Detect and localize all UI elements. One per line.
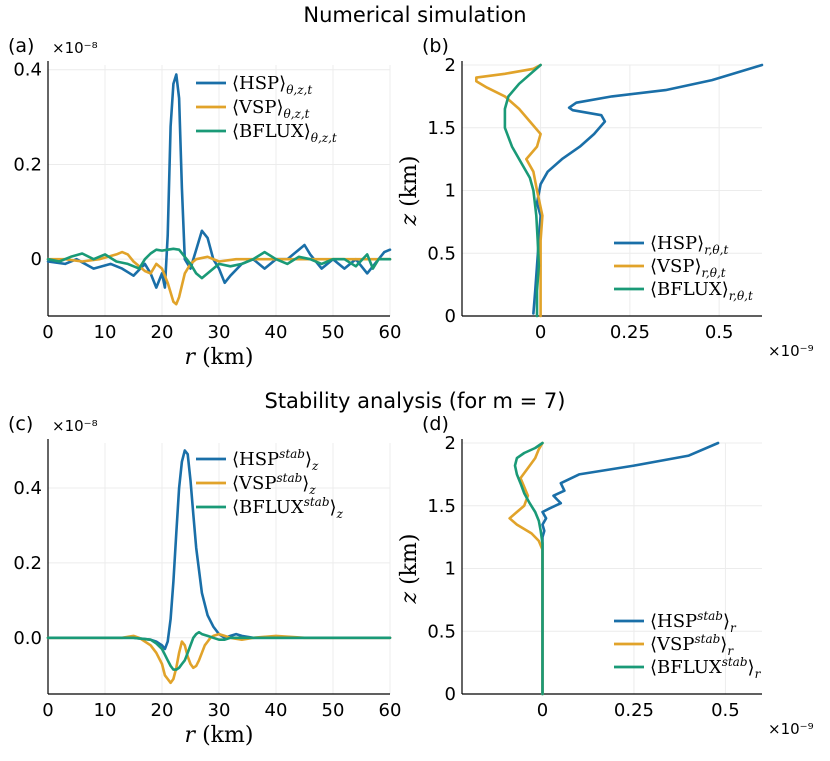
panel-label: (a) [8, 35, 34, 57]
x-tick-label: 0.5 [711, 700, 740, 721]
y-tick-label: 0.4 [13, 478, 42, 499]
x-tick-label: 20 [151, 322, 174, 343]
x-tick-label: 0 [535, 322, 546, 343]
panel-label: (c) [8, 413, 33, 435]
series-line-vsp [474, 63, 544, 318]
x-tick-label: 0 [537, 700, 548, 721]
x-tick-label: 0 [42, 322, 53, 343]
top-section-title: Numerical simulation [303, 3, 526, 27]
x-axis-label: r (km) [185, 723, 254, 748]
x-tick-label: 30 [208, 700, 231, 721]
series-line-vsp [46, 250, 392, 306]
x-tick-label: 30 [208, 322, 231, 343]
x-tick-label: 50 [322, 322, 345, 343]
y-tick-label: 1.5 [427, 118, 456, 139]
x-tick-label: 10 [94, 700, 117, 721]
y-tick-label: 1 [445, 181, 456, 202]
legend-entry-hsp: ⟨HSPstab⟩r [650, 609, 737, 635]
legend-entry-bflux: ⟨BFLUXstab⟩r [650, 655, 762, 681]
panel-c: 0 10 20 30 40 50 60 0.0 0.2 0.4 (c) ×10⁻⁸ r (km) ⟨HSP… [8, 413, 401, 748]
y-multiplier: ×10⁻⁸ [52, 417, 98, 435]
x-tick-label: 50 [322, 700, 345, 721]
y-tick-label: 0 [445, 684, 456, 705]
x-multiplier: ×10⁻⁹ [768, 720, 814, 738]
legend-entry-bflux: ⟨BFLUX⟩r,θ,t [650, 279, 753, 303]
legend-entry-hsp: ⟨HSP⟩r,θ,t [650, 233, 728, 257]
y-tick-label: 0 [445, 306, 456, 327]
y-tick-label: 0.4 [13, 60, 42, 81]
y-tick-label: 0.5 [427, 621, 456, 642]
x-tick-label: 0.5 [705, 322, 734, 343]
x-tick-label: 40 [265, 700, 288, 721]
panel-label: (d) [422, 413, 449, 435]
x-tick-label: 40 [265, 322, 288, 343]
y-tick-label: 0.2 [13, 154, 42, 175]
x-tick-label: 60 [379, 322, 402, 343]
legend-entry-bflux: ⟨BFLUX⟩θ,z,t [232, 121, 337, 145]
y-tick-label: 0.2 [13, 553, 42, 574]
y-tick-label: 0.0 [13, 628, 42, 649]
y-tick-label: 0.5 [427, 243, 456, 264]
series-line-bflux [503, 63, 542, 318]
legend-entry-vsp: ⟨VSPstab⟩z [232, 471, 316, 497]
panel-d: 0 0.25 0.5 0 0.5 1 1.5 2(d) ×10⁻⁹ z (km) ⟨HSPstab⟩… [397, 413, 814, 738]
series-line-hsp [532, 63, 764, 315]
legend-entry-vsp: ⟨VSPstab⟩r [650, 632, 734, 658]
x-tick-label: 60 [379, 700, 402, 721]
y-tick-label: 2 [445, 55, 456, 76]
legend-entry-bflux: ⟨BFLUXstab⟩z [232, 495, 344, 521]
y-tick-label: 1 [445, 559, 456, 580]
y-axis-label: z (km) [397, 156, 422, 227]
y-multiplier: ×10⁻⁸ [52, 39, 98, 57]
series-line-bflux [513, 441, 544, 696]
y-axis-label: z (km) [397, 534, 422, 605]
x-tick-label: 20 [151, 700, 174, 721]
x-tick-label: 0.25 [614, 700, 654, 721]
x-multiplier: ×10⁻⁹ [768, 342, 814, 360]
bottom-section-title: Stability analysis (for m = 7) [264, 389, 565, 413]
panel-label: (b) [422, 35, 449, 57]
panel-b: 0 0.25 0.5 0 0.5 1 1.5 2(b) ×10⁻⁹ z (km) ⟨HSP⟩r,θ,… [397, 35, 814, 360]
legend-entry-hsp: ⟨HSP⟩θ,z,t [232, 73, 312, 97]
x-tick-label: 0 [42, 700, 53, 721]
y-tick-label: 0 [31, 249, 42, 270]
legend-entry-vsp: ⟨VSP⟩θ,z,t [232, 97, 310, 121]
series-line-hsp [46, 73, 392, 289]
series-line-hsp [46, 449, 392, 651]
x-tick-label: 10 [94, 322, 117, 343]
series-line-bflux [46, 630, 392, 671]
x-tick-label: 0.25 [610, 322, 650, 343]
y-tick-label: 2 [445, 433, 456, 454]
panel-a: 0 10 20 30 40 50 60 0 0.2 0.4 (a) ×10⁻⁸ r (km) ⟨HSP⟩θ… [8, 35, 401, 370]
y-tick-label: 1.5 [427, 496, 456, 517]
series-line-bflux [46, 247, 392, 280]
legend-entry-hsp: ⟨HSPstab⟩z [232, 447, 319, 473]
x-axis-label: r (km) [185, 345, 254, 370]
legend-entry-vsp: ⟨VSP⟩r,θ,t [650, 256, 726, 280]
